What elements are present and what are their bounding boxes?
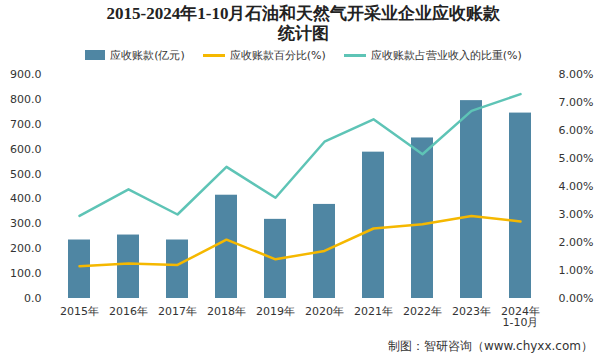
svg-text:2.00%: 2.00% <box>559 236 594 249</box>
svg-text:3.00%: 3.00% <box>559 208 594 221</box>
svg-text:500.0: 500.0 <box>10 168 42 181</box>
html-text:应收账款(亿元): 应收账款(亿元) <box>110 48 185 62</box>
svg-text:400.0: 400.0 <box>10 192 42 205</box>
svg-text:700.0: 700.0 <box>10 118 42 131</box>
html-text:应收账款百分比(%): 应收账款百分比(%) <box>229 48 326 62</box>
svg-text:100.0: 100.0 <box>10 267 42 280</box>
svg-text:0.00%: 0.00% <box>559 292 594 305</box>
svg-text:2016年: 2016年 <box>109 305 148 318</box>
svg-text:5.00%: 5.00% <box>559 152 594 165</box>
svg-text:200.0: 200.0 <box>10 242 42 255</box>
svg-text:6.00%: 6.00% <box>559 124 594 137</box>
html-text:2015-2024年1-10月石油和天然气开采业企业应收账款: 2015-2024年1-10月石油和天然气开采业企业应收账款统计图 <box>106 4 501 43</box>
svg-text:1.00%: 1.00% <box>559 264 594 277</box>
html-text:应收账款占营业收入的比重(%): 应收账款占营业收入的比重(%) <box>370 48 522 62</box>
svg-text:300.0: 300.0 <box>10 217 42 230</box>
svg-text:2023年: 2023年 <box>452 305 491 318</box>
svg-text:2019年: 2019年 <box>256 305 295 318</box>
svg-text:2018年: 2018年 <box>207 305 246 318</box>
svg-text:4.00%: 4.00% <box>559 180 594 193</box>
svg-text:2021年: 2021年 <box>354 305 393 318</box>
svg-text:900.0: 900.0 <box>10 68 42 81</box>
html-text:制图：智研咨询（www.chyxx.com）: 制图：智研咨询（www.chyxx.com） <box>387 339 593 353</box>
svg-text:8.00%: 8.00% <box>559 68 594 81</box>
svg-text:2015年: 2015年 <box>60 305 99 318</box>
svg-text:2024年1-10月: 2024年1-10月 <box>501 305 540 329</box>
svg-text:2017年: 2017年 <box>158 305 197 318</box>
svg-text:2022年: 2022年 <box>403 305 442 318</box>
svg-text:800.0: 800.0 <box>10 93 42 106</box>
svg-text:600.0: 600.0 <box>10 143 42 156</box>
svg-text:7.00%: 7.00% <box>559 96 594 109</box>
svg-text:2020年: 2020年 <box>305 305 344 318</box>
svg-text:0.0: 0.0 <box>24 292 42 305</box>
